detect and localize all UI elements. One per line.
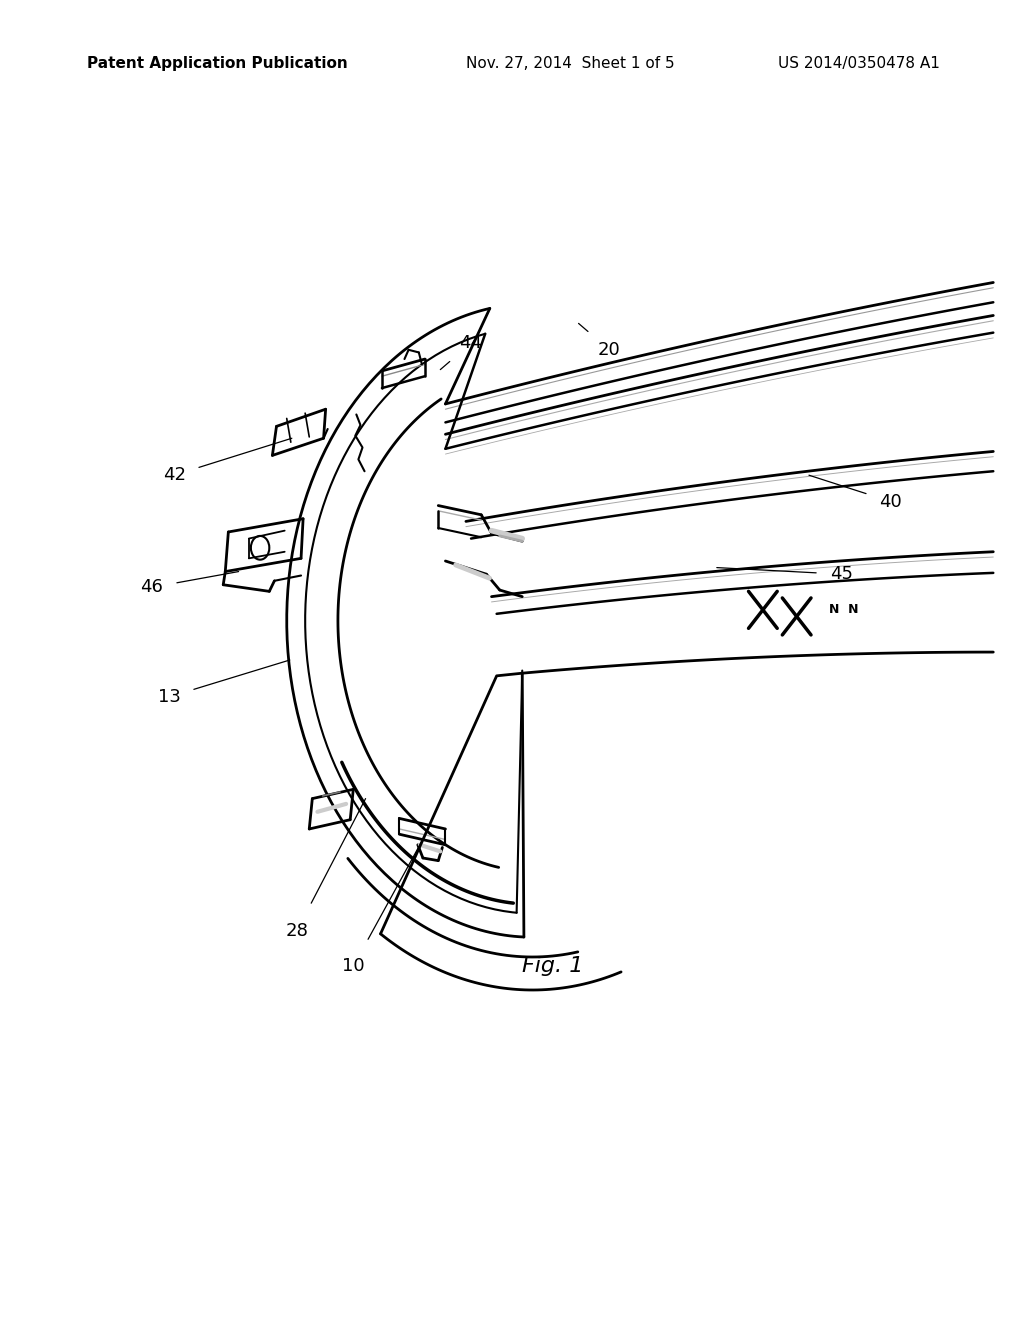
Text: 46: 46 — [140, 578, 163, 597]
Text: 28: 28 — [286, 921, 308, 940]
Text: 40: 40 — [880, 492, 902, 511]
Text: Patent Application Publication: Patent Application Publication — [87, 55, 348, 71]
Text: Fig. 1: Fig. 1 — [522, 956, 584, 977]
Text: 20: 20 — [598, 341, 621, 359]
Text: US 2014/0350478 A1: US 2014/0350478 A1 — [778, 55, 940, 71]
Text: N  N: N N — [829, 603, 859, 616]
Text: 45: 45 — [830, 565, 853, 583]
Text: 42: 42 — [163, 466, 185, 484]
Text: 13: 13 — [158, 688, 180, 706]
Text: 44: 44 — [460, 334, 482, 352]
Text: 10: 10 — [342, 957, 365, 975]
Text: Nov. 27, 2014  Sheet 1 of 5: Nov. 27, 2014 Sheet 1 of 5 — [466, 55, 675, 71]
